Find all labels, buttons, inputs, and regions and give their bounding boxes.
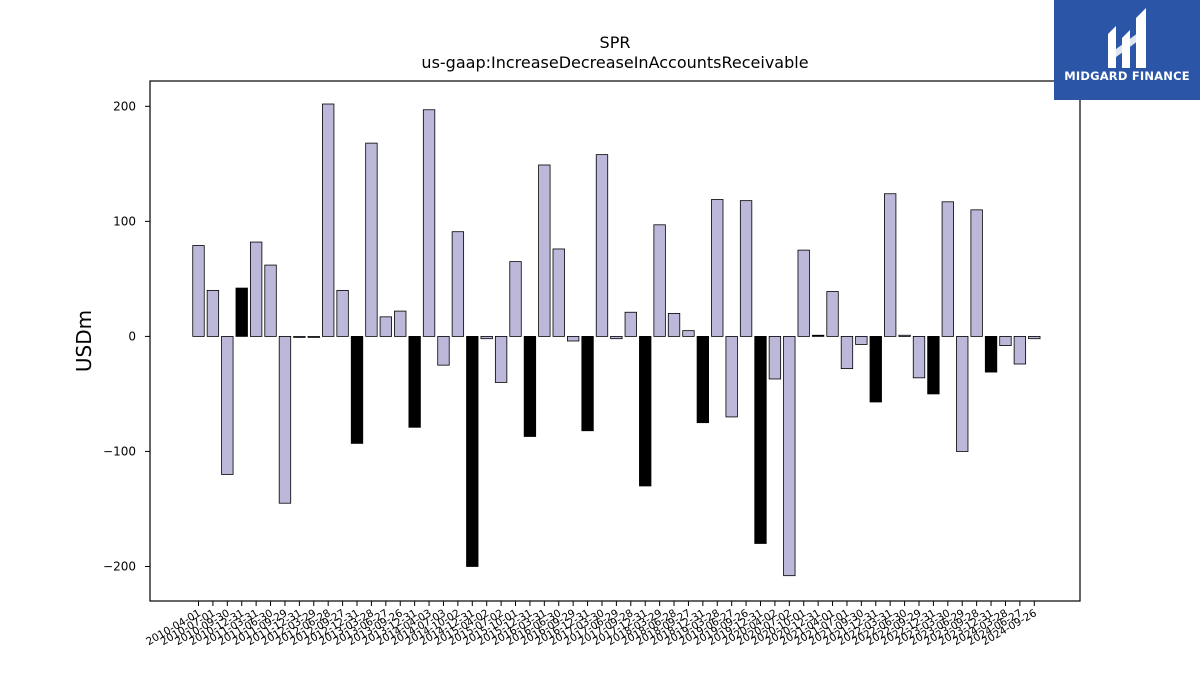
- bar-2014-10-02: [451, 231, 465, 337]
- bar-2017-12-31: [639, 335, 652, 487]
- bar-2011-06-30: [264, 264, 277, 337]
- bar-2012-12-31: [350, 335, 364, 444]
- bar-2015-10-01: [509, 261, 522, 337]
- bar-2024-06-27: [1013, 335, 1027, 365]
- midgard-finance-logo: MIDGARD FINANCE: [1054, 0, 1200, 100]
- bar-2020-04-02: [768, 335, 782, 380]
- y-tick-label: 100: [113, 214, 136, 228]
- bar-2022-12-31: [927, 335, 940, 395]
- bar-2024-03-28: [999, 335, 1012, 346]
- bar-2023-03-30: [941, 201, 954, 337]
- y-axis-ticks: 200 100 0 −100 −200: [103, 99, 150, 573]
- bar-2010-04-01: [192, 245, 205, 337]
- bar-2011-12-31: [293, 335, 306, 338]
- bar-2014-07-03: [437, 335, 450, 366]
- bar-group: [192, 103, 1041, 577]
- bar-2015-04-02: [480, 335, 493, 340]
- chart-title: SPR: [600, 33, 631, 52]
- y-tick-label: −100: [103, 444, 136, 458]
- bar-2013-06-27: [379, 316, 392, 337]
- chart-subtitle: us-gaap:IncreaseDecreaseInAccountsReceiv…: [421, 53, 808, 72]
- y-axis-label: USDm: [72, 310, 96, 372]
- bar-2021-12-31: [869, 335, 882, 403]
- bar-2021-04-01: [826, 291, 839, 337]
- bar-2023-06-29: [956, 335, 969, 452]
- bar-2021-09-30: [855, 335, 868, 345]
- bar-2016-09-29: [567, 335, 580, 342]
- bar-2019-06-27: [725, 335, 738, 418]
- bar-2014-12-31: [466, 335, 479, 567]
- bar-2020-07-02: [783, 335, 796, 577]
- bar-2011-03-31: [249, 241, 263, 337]
- bar-2021-07-01: [840, 335, 854, 370]
- bar-2013-03-28: [365, 142, 378, 337]
- bar-2023-12-31: [984, 335, 998, 373]
- bar-2015-07-02: [494, 335, 508, 383]
- bar-2015-12-31: [523, 335, 537, 437]
- bar-2010-09-30: [221, 335, 234, 475]
- bar-2012-03-29: [307, 335, 320, 338]
- bar-2022-06-30: [898, 334, 911, 337]
- bar-2016-06-30: [552, 248, 565, 337]
- bar-2011-09-29: [278, 335, 292, 504]
- bar-2020-12-31: [811, 334, 825, 337]
- bar-2013-12-31: [408, 335, 421, 428]
- y-tick-label: 0: [128, 329, 136, 343]
- bar-2012-09-27: [336, 289, 349, 337]
- bar-2019-09-26: [739, 200, 753, 337]
- bar-2022-03-31: [884, 193, 897, 337]
- bar-2012-06-28: [322, 103, 335, 337]
- bar-2018-12-31: [696, 335, 709, 424]
- y-tick-label: 200: [113, 99, 136, 113]
- logo-text: MIDGARD FINANCE: [1064, 69, 1190, 83]
- bar-2018-03-29: [653, 224, 666, 337]
- logo-mark-icon: [1108, 8, 1146, 68]
- bar-2023-09-28: [970, 209, 983, 337]
- bar-2020-10-01: [797, 249, 810, 337]
- bar-2013-09-26: [394, 310, 407, 337]
- bar-2017-06-29: [610, 335, 623, 340]
- bar-2010-07-01: [206, 289, 220, 337]
- bar-2016-03-31: [538, 164, 551, 337]
- bar-2014-04-03: [422, 109, 436, 337]
- plot-frame: [149, 80, 1081, 602]
- bar-2010-12-31: [235, 287, 248, 337]
- bar-2019-12-31: [754, 335, 767, 544]
- bar-2018-06-28: [667, 312, 681, 337]
- bar-2016-12-31: [581, 335, 594, 432]
- y-tick-label: −200: [103, 559, 136, 573]
- bar-2022-09-29: [912, 335, 926, 379]
- bar-2017-09-28: [624, 311, 637, 337]
- bar-2018-09-27: [682, 330, 695, 337]
- bar-2017-03-30: [595, 154, 609, 337]
- bar-2019-03-28: [711, 199, 724, 337]
- x-axis-ticks: 2010-04-012010-07-012010-09-302010-12-31…: [144, 601, 1039, 648]
- bar-2024-09-26: [1028, 335, 1041, 340]
